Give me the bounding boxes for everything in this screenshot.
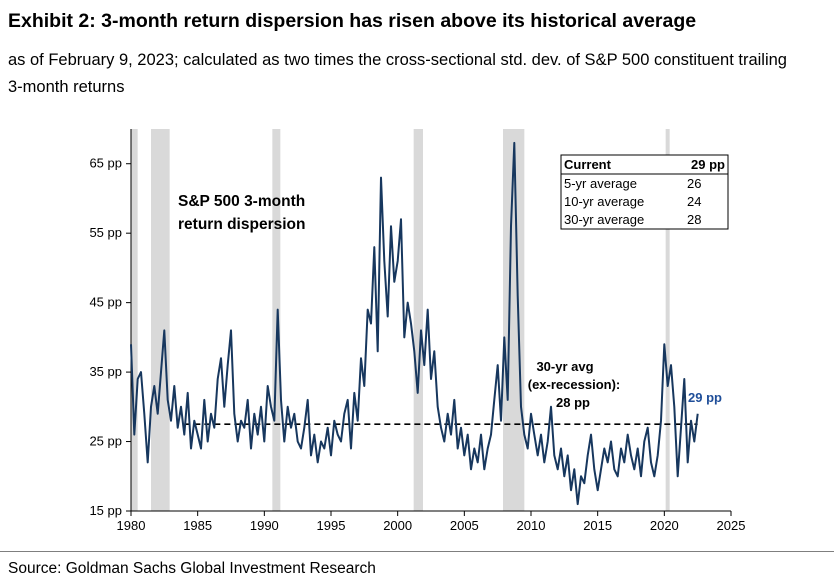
x-tick-label: 1990 xyxy=(250,518,279,533)
stats-table-row-label: 5-yr average xyxy=(564,176,637,191)
stats-table-row-value: 24 xyxy=(687,194,701,209)
y-tick-label: 35 pp xyxy=(89,364,122,379)
stats-table-header-value: 29 pp xyxy=(691,157,725,172)
y-tick-label: 15 pp xyxy=(89,503,122,518)
axis-ticks: 1980 1985 1990 1995 2000 2005 2010 2015 2020 2025… xyxy=(89,156,745,533)
x-tick-label: 2015 xyxy=(583,518,612,533)
stats-table-row-label: 30-yr average xyxy=(564,212,644,227)
x-tick-label: 2000 xyxy=(383,518,412,533)
recession-band xyxy=(503,129,525,511)
x-tick-label: 1985 xyxy=(183,518,212,533)
x-tick-label: 2005 xyxy=(450,518,479,533)
stats-table-row-value: 26 xyxy=(687,176,701,191)
x-tick-label: 2025 xyxy=(717,518,746,533)
x-tick-label: 2010 xyxy=(517,518,546,533)
recession-band xyxy=(131,129,138,511)
recession-band xyxy=(665,129,670,511)
y-tick-label: 45 pp xyxy=(89,295,122,310)
y-tick-label: 55 pp xyxy=(89,225,122,240)
x-tick-label: 1980 xyxy=(117,518,146,533)
x-tick-label: 1995 xyxy=(317,518,346,533)
avg-annotation-line-2: (ex-recession): xyxy=(528,377,620,392)
y-tick-label: 65 pp xyxy=(89,156,122,171)
x-tick-label: 2020 xyxy=(650,518,679,533)
page-title: Exhibit 2: 3-month return dispersion has… xyxy=(8,10,697,32)
chart-axes xyxy=(130,129,731,512)
stats-table-row-value: 28 xyxy=(687,212,701,227)
dispersion-chart: 1980 1985 1990 1995 2000 2005 2010 2015 2020 2025… xyxy=(89,129,745,533)
avg-annotation-line-1: 30-yr avg xyxy=(536,359,593,374)
stats-table-frame xyxy=(560,154,729,230)
stats-table-header-label: Current xyxy=(564,157,612,172)
page-subtitle: as of February 9, 2023; calculated as tw… xyxy=(8,51,787,96)
y-tick-label: 25 pp xyxy=(89,434,122,449)
source-note: Source: Goldman Sachs Global Investment … xyxy=(8,560,376,577)
recession-band xyxy=(272,129,281,511)
series-line-dispersion xyxy=(130,141,699,506)
current-value-label: 29 pp xyxy=(688,390,722,405)
source-divider xyxy=(0,551,834,552)
avg-annotation-line-3: 28 pp xyxy=(556,395,590,410)
stats-table: Current 29 pp 5-yr average 26 10-yr aver… xyxy=(560,154,729,230)
inset-label-line-2: return dispersion xyxy=(178,216,305,233)
stats-table-row-label: 10-yr average xyxy=(564,194,644,209)
recession-band xyxy=(151,129,170,511)
inset-label-line-1: S&P 500 3-month xyxy=(178,193,305,210)
recession-band xyxy=(413,129,423,511)
recession-bands xyxy=(131,129,670,511)
